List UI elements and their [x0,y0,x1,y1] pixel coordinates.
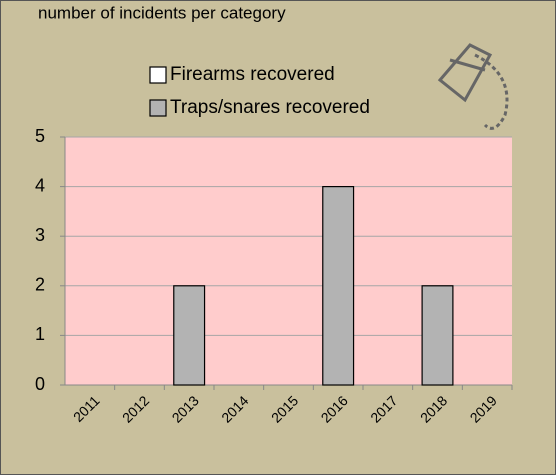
legend-label: Firearms recovered [170,64,335,85]
trap-icon [437,43,509,130]
y-tick-label: 1 [35,324,45,344]
y-tick-label: 0 [35,374,45,394]
y-tick-label: 4 [35,175,45,195]
legend-swatch [149,66,167,84]
chart-title: number of incidents per category [38,3,286,22]
bar [173,285,206,386]
y-tick-label: 5 [35,126,45,146]
y-tick-label: 2 [35,275,45,295]
bar [421,285,454,386]
legend-label: Traps/snares recovered [170,97,370,118]
legend-swatch [149,99,167,117]
bar [322,186,355,386]
y-tick-label: 3 [35,225,45,245]
